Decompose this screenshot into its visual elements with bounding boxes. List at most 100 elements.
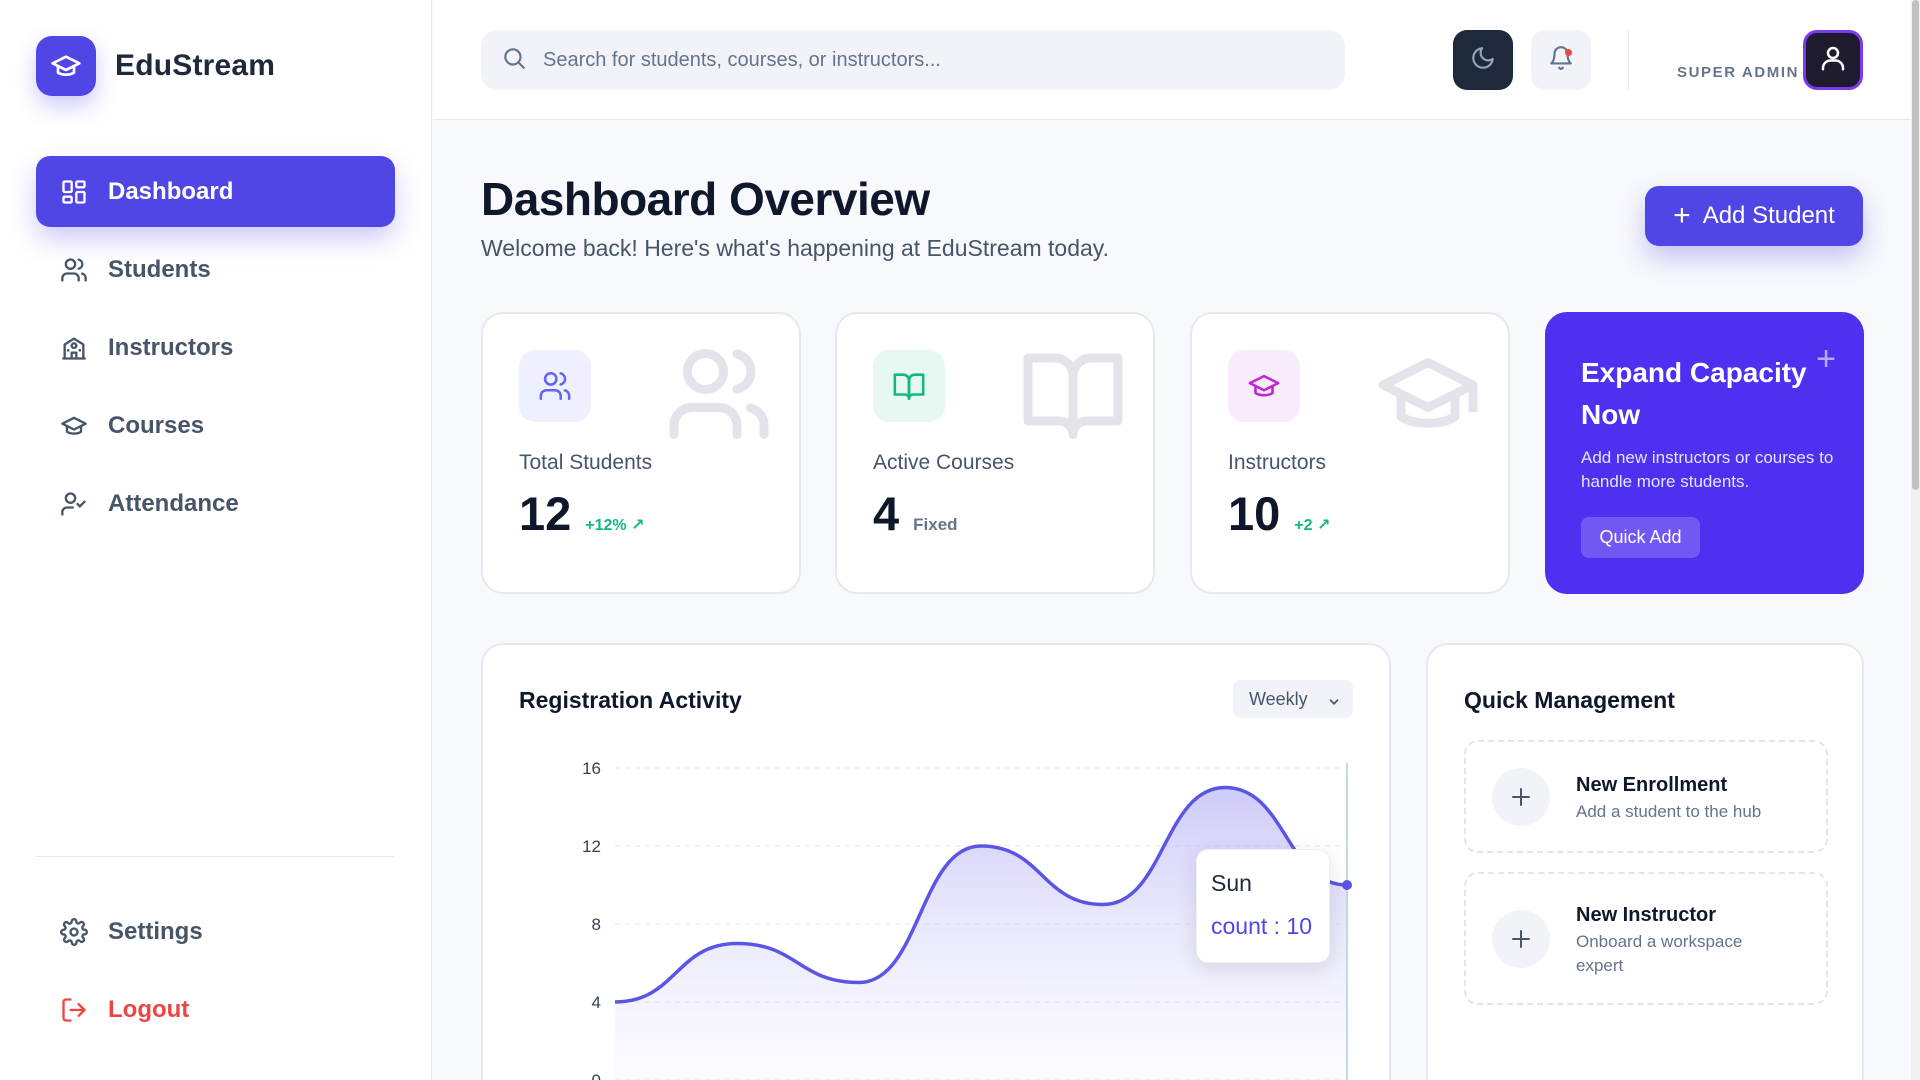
sidebar-item-label: Dashboard [108,177,234,205]
period-select[interactable]: Weekly [1233,680,1353,718]
stat-value: 10 [1228,487,1281,540]
sidebar-divider [36,856,395,857]
stat-card-active-courses: Active Courses 4 Fixed [835,312,1155,594]
quick-management-card: Quick Management New Enrollment Add a st… [1426,643,1864,1080]
stat-label: Instructors [1228,451,1327,474]
page-title: Dashboard Overview [481,173,930,225]
plus-icon: + [1673,199,1691,232]
sidebar-item-label: Settings [108,917,203,945]
notifications-button[interactable] [1531,30,1591,90]
registration-chart: 0 4 8 12 16 [582,759,1352,1080]
graduation-cap-watermark-icon [1370,340,1486,453]
chart-active-point[interactable] [1342,880,1352,890]
sidebar-bottom-nav: Settings Logout [36,896,395,1052]
stat-value: 12 [519,487,572,540]
add-student-button[interactable]: + Add Student [1645,186,1863,246]
notification-badge [1565,49,1572,56]
plus-icon [1492,910,1550,968]
promo-text: Add new instructors or courses to handle… [1581,448,1834,491]
stat-delta: +12% ↗ [585,517,645,534]
qm-item-subtitle: Onboard a workspace expert [1576,932,1743,975]
chart-title: Registration Activity [519,687,742,713]
quick-management-title: Quick Management [1464,687,1675,713]
expand-capacity-card: Expand Capacity Now + Add new instructor… [1545,312,1864,594]
stat-delta: +2 ↗ [1294,517,1331,534]
book-watermark-icon [1015,340,1131,453]
chart-series-line [614,785,1348,1004]
users-watermark-icon [661,340,777,453]
page-scrollbar[interactable] [1911,0,1920,1080]
logout-icon [60,996,88,1024]
stat-card-total-students: Total Students 12 +12% ↗ [481,312,801,594]
sidebar-item-courses[interactable]: Courses [36,390,395,461]
quick-add-button[interactable]: Quick Add [1581,517,1700,558]
plus-icon: + [1816,340,1836,378]
users-icon [60,256,88,284]
add-student-label: Add Student [1702,202,1835,229]
user-icon [1818,43,1848,78]
registration-activity-card: Registration Activity Weekly 0 4 8 12 16 Sun… [481,643,1391,1080]
tooltip-count: count : 10 [1211,913,1313,939]
sidebar: EduStream Dashboard Students Instructors… [0,0,432,1080]
moon-icon [1470,45,1496,76]
period-select-value: Weekly [1249,688,1308,709]
new-instructor-button[interactable]: New Instructor Onboard a workspace exper… [1464,872,1828,1005]
stat-label: Total Students [519,451,653,474]
chevron-down-icon [1327,693,1341,714]
brand[interactable]: EduStream [36,36,275,96]
graduation-cap-icon [1228,350,1300,422]
stat-value-row: 10 +2 ↗ [1228,486,1330,541]
gear-icon [60,917,88,946]
y-tick-label: 12 [582,837,601,856]
brand-name: EduStream [115,49,276,82]
bell-icon [1548,45,1574,76]
topbar: SUPER ADMIN [433,0,1920,120]
page-subtitle: Welcome back! Here's what's happening at… [481,235,1109,261]
user-check-icon [60,490,88,518]
user-role-label: SUPER ADMIN [1677,64,1800,81]
promo-title: Expand Capacity Now [1581,357,1807,430]
y-tick-label: 0 [592,1071,601,1080]
sidebar-item-instructors[interactable]: Instructors [36,312,395,383]
scrollbar-thumb[interactable] [1912,0,1919,490]
graduation-cap-icon [36,36,96,96]
stat-card-instructors: Instructors 10 +2 ↗ [1190,312,1510,594]
qm-item-title: New Enrollment [1576,774,1728,796]
search-icon [501,45,527,76]
sidebar-item-label: Students [108,255,211,283]
sidebar-nav: Dashboard Students Instructors Courses A… [36,156,395,546]
plus-icon [1492,768,1550,826]
y-tick-label: 8 [592,915,601,934]
book-open-icon [873,350,945,422]
tooltip-day: Sun [1211,870,1252,896]
theme-toggle-button[interactable] [1453,30,1513,90]
avatar[interactable] [1803,30,1863,90]
sidebar-item-label: Attendance [108,489,239,517]
search-input[interactable] [543,48,1303,72]
stat-value-row: 12 +12% ↗ [519,486,645,541]
sidebar-item-dashboard[interactable]: Dashboard [36,156,395,227]
sidebar-item-label: Courses [108,411,205,439]
qm-item-subtitle: Add a student to the hub [1576,802,1762,821]
stat-value: 4 [873,487,900,540]
chart-area [615,787,1347,1080]
y-tick-label: 16 [582,759,601,778]
sidebar-item-label: Logout [108,995,190,1023]
school-building-icon [60,334,88,362]
y-tick-label: 4 [592,993,601,1012]
search-bar[interactable] [481,30,1345,90]
sidebar-item-label: Instructors [108,333,234,361]
graduation-cap-icon [60,412,88,440]
new-enrollment-button[interactable]: New Enrollment Add a student to the hub [1464,740,1828,853]
sidebar-item-logout[interactable]: Logout [36,974,395,1045]
dashboard-grid-icon [60,178,88,206]
sidebar-item-students[interactable]: Students [36,234,395,305]
chart-tooltip: Sun count : 10 [1196,849,1330,963]
qm-item-title: New Instructor [1576,904,1717,926]
sidebar-item-attendance[interactable]: Attendance [36,468,395,539]
stat-note: Fixed [913,515,958,534]
stat-value-row: 4 Fixed [873,486,958,541]
users-icon [519,350,591,422]
stat-label: Active Courses [873,451,1015,474]
sidebar-item-settings[interactable]: Settings [36,896,395,967]
